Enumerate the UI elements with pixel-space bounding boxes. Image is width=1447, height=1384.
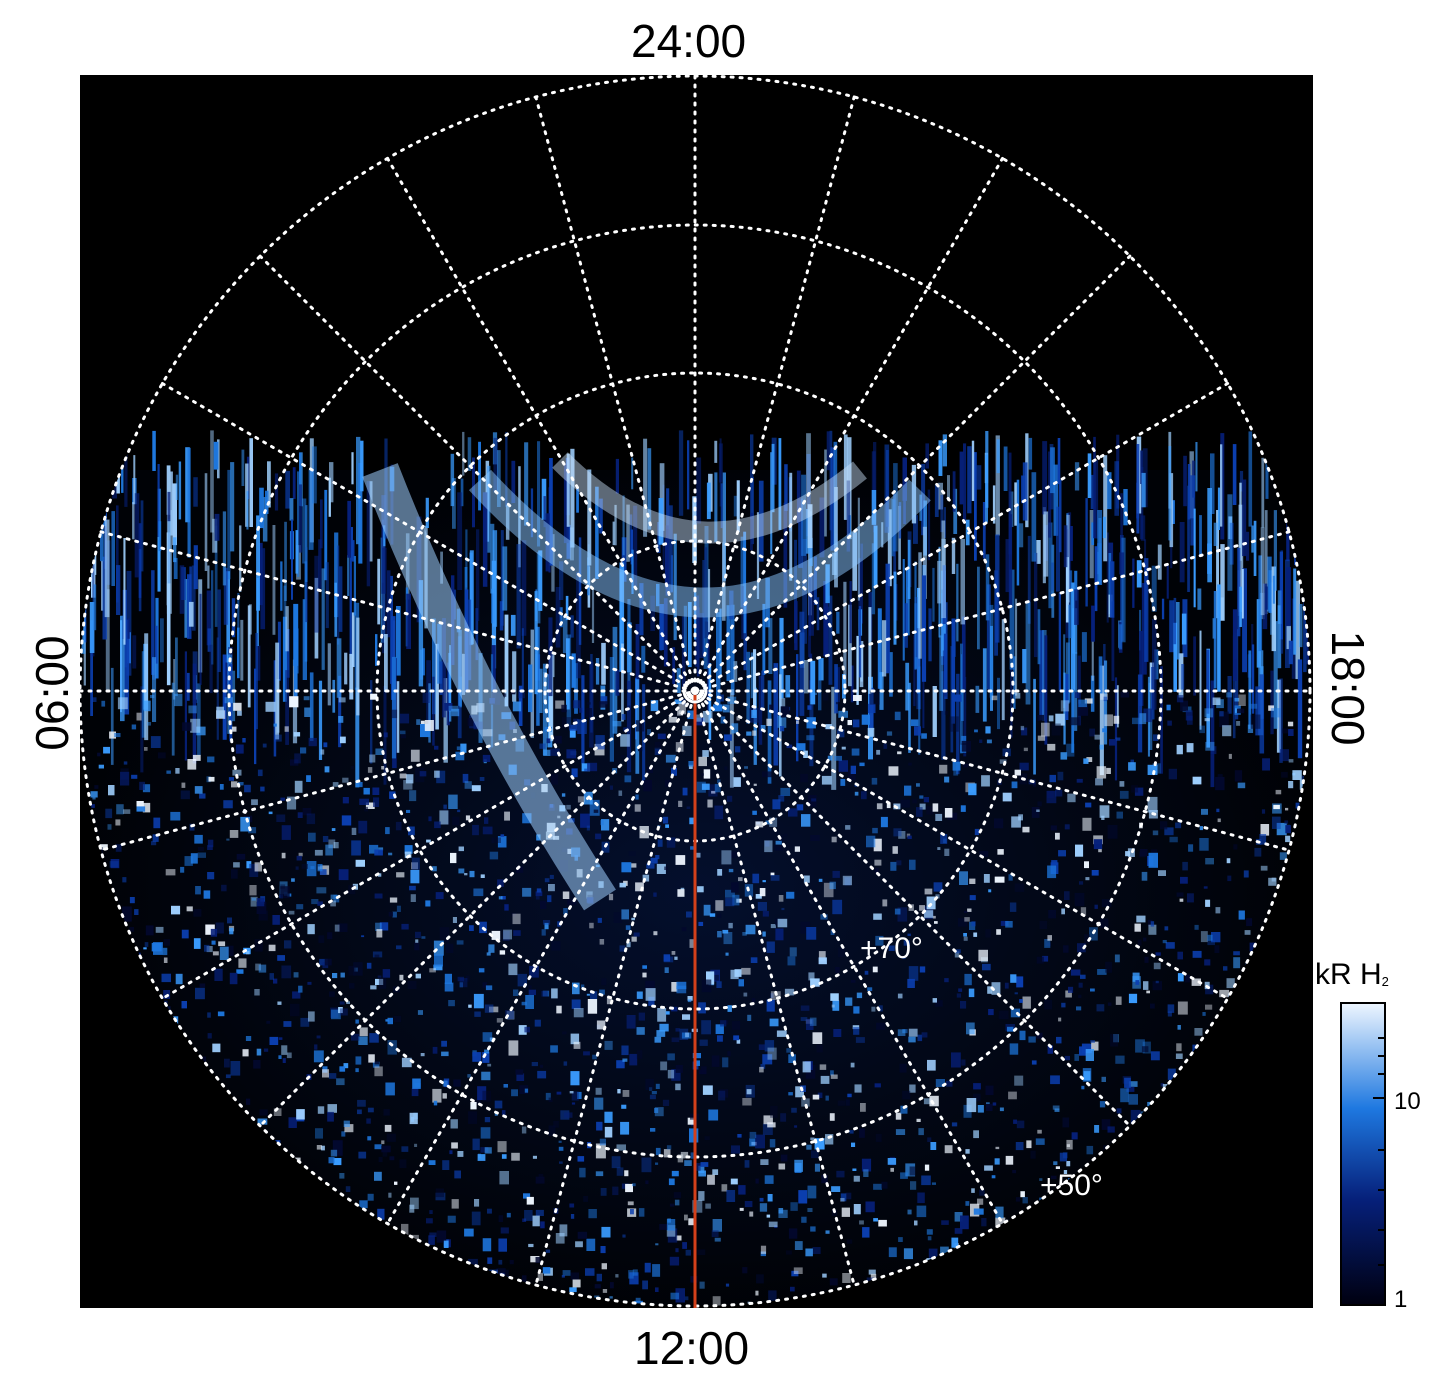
colorbar-title: kR H2 xyxy=(1315,958,1389,991)
colorbar-tick-1: 1 xyxy=(1394,1286,1408,1313)
pole-marker xyxy=(682,678,708,704)
colorbar xyxy=(1340,1002,1386,1306)
colorbar-ticks xyxy=(1373,1037,1385,1266)
lat-label-outer: +50° xyxy=(1040,1169,1103,1202)
label-dusk: 18:00 xyxy=(1322,630,1374,746)
auroral-arc xyxy=(362,463,616,911)
label-dawn: 06:00 xyxy=(26,635,78,751)
auroral-arc-upper-2 xyxy=(552,452,867,544)
label-midnight: 24:00 xyxy=(631,15,747,67)
pole-dot xyxy=(691,687,699,695)
lat-label-inner: +70° xyxy=(860,932,923,965)
colorbar-tick-10: 10 xyxy=(1394,1088,1421,1115)
label-noon: 12:00 xyxy=(634,1322,750,1374)
